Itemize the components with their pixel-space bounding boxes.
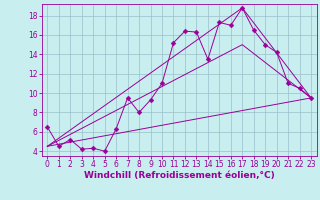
- X-axis label: Windchill (Refroidissement éolien,°C): Windchill (Refroidissement éolien,°C): [84, 171, 275, 180]
